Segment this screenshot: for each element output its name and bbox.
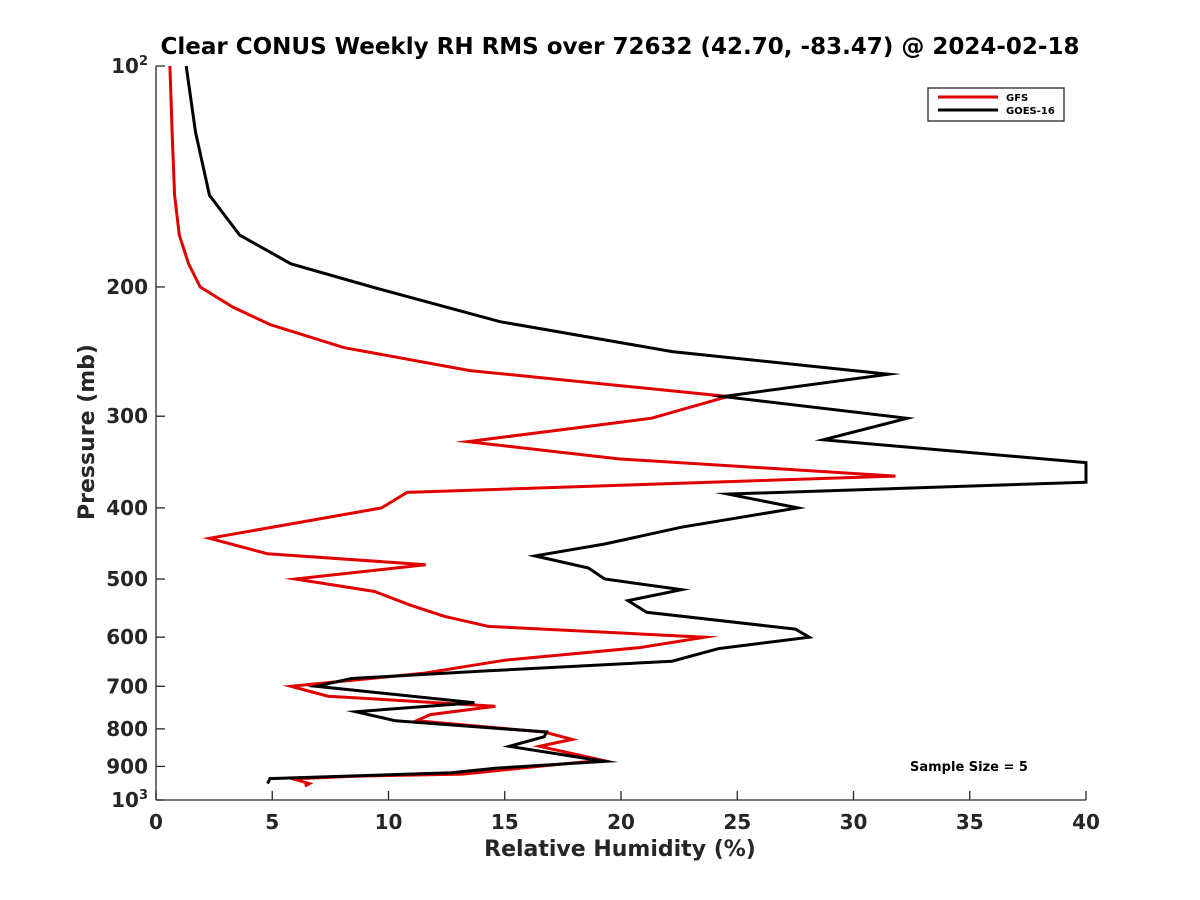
y-tick-label: 800 xyxy=(106,717,148,741)
legend-box xyxy=(927,87,1065,122)
y-tick-label: 300 xyxy=(106,404,148,428)
x-tick-label: 35 xyxy=(956,810,984,834)
y-tick-label: 900 xyxy=(106,754,148,778)
x-tick-label: 5 xyxy=(265,810,279,834)
x-tick-label: 25 xyxy=(723,810,751,834)
y-tick-label: 103 xyxy=(111,788,148,812)
series-line-gfs xyxy=(168,65,896,788)
plot-lines xyxy=(168,65,1088,788)
x-tick-label: 20 xyxy=(607,810,635,834)
chart-title: Clear CONUS Weekly RH RMS over 72632 (42… xyxy=(161,34,1080,60)
sample-size-annotation: Sample Size = 5 xyxy=(910,760,1028,775)
x-axis-title: Relative Humidity (%) xyxy=(484,837,756,862)
y-tick-label: 400 xyxy=(106,496,148,520)
legend: GFS GOES-16 xyxy=(927,87,1065,122)
y-tick-label: 600 xyxy=(106,625,148,649)
x-tick-label: 10 xyxy=(375,810,403,834)
y-tick-label: 700 xyxy=(106,674,148,698)
y-tick-label: 500 xyxy=(106,567,148,591)
y-axis-title: Pressure (mb) xyxy=(75,344,100,520)
series-line-goes-16 xyxy=(184,65,1088,785)
legend-label: GFS xyxy=(1006,93,1028,104)
x-tick-label: 30 xyxy=(840,810,868,834)
x-tick-label: 15 xyxy=(491,810,519,834)
y-tick-label: 200 xyxy=(106,275,148,299)
axes: 0 5 10 15 20 25 30 35 40 102 200 300 400 500 600 700 800… xyxy=(106,54,1100,834)
x-tick-label: 40 xyxy=(1072,810,1100,834)
x-tick-label: 0 xyxy=(149,810,163,834)
y-tick-label: 102 xyxy=(111,54,148,78)
legend-label: GOES-16 xyxy=(1006,106,1055,117)
